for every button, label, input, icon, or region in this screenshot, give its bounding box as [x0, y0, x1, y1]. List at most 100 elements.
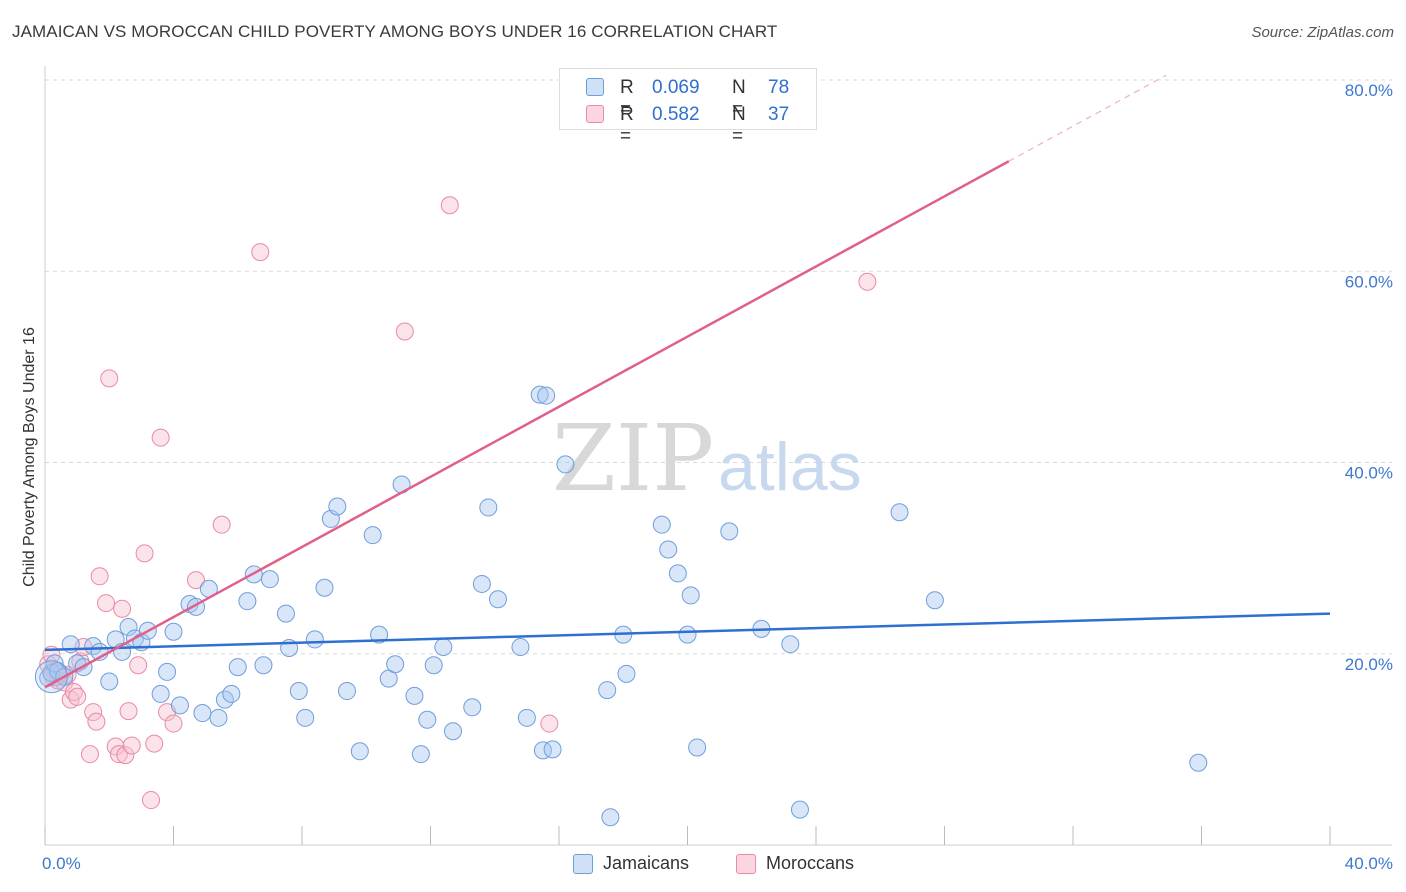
jamaican-point — [681, 586, 700, 605]
jamaicans-points — [34, 385, 1208, 827]
moroccan-point — [68, 687, 87, 706]
moroccan-point — [87, 712, 106, 731]
jamaicans-trend-line — [44, 612, 1331, 652]
jamaican-point — [170, 696, 189, 715]
jamaican-point — [790, 800, 809, 819]
jamaican-point — [434, 638, 453, 657]
jamaican-point — [289, 682, 308, 701]
jamaican-point — [678, 625, 697, 644]
y-tick-label: 60.0% — [1345, 272, 1393, 291]
moroccan-point — [142, 791, 161, 810]
jamaican-point — [296, 708, 315, 727]
jamaican-point — [598, 681, 617, 700]
legend-n-value: 37 — [768, 104, 790, 125]
jamaican-point — [328, 497, 347, 516]
jamaican-point — [659, 540, 678, 559]
jamaican-point — [617, 664, 636, 683]
legend-swatch-jamaicans — [573, 854, 593, 874]
jamaican-point — [517, 708, 536, 727]
jamaican-point — [781, 635, 800, 654]
jamaican-point — [556, 455, 575, 474]
jamaican-point — [363, 526, 382, 545]
legend-r-value: 0.582 — [652, 104, 700, 125]
jamaican-point — [668, 564, 687, 583]
moroccan-point — [80, 745, 99, 764]
legend-n-label: N = — [732, 77, 746, 120]
moroccan-point — [129, 656, 148, 675]
jamaican-point — [479, 498, 498, 517]
moroccan-point — [100, 369, 119, 388]
moroccan-point — [212, 515, 231, 534]
tick-labels: 20.0% 40.0% 60.0% 80.0% 0.0% 40.0% — [42, 81, 1393, 873]
jamaican-point — [386, 655, 405, 674]
jamaican-point — [119, 617, 138, 636]
watermark-zip: ZIP — [552, 405, 714, 512]
legend-r-label: R = — [620, 77, 634, 120]
jamaican-point — [254, 656, 273, 675]
jamaican-point — [100, 672, 119, 691]
jamaican-point — [530, 385, 549, 404]
legend-r-value: 0.069 — [652, 77, 700, 98]
x-tick-label: 40.0% — [1345, 854, 1393, 873]
legend-label-moroccans: Moroccans — [766, 853, 855, 873]
jamaican-point — [350, 742, 369, 761]
jamaican-point — [411, 745, 430, 764]
source-label: Source: ZipAtlas.com — [1251, 24, 1394, 41]
moroccan-point — [251, 243, 270, 262]
jamaican-point — [305, 630, 324, 649]
moroccan-point — [119, 702, 138, 721]
legend-swatch-moroccans — [586, 105, 604, 123]
moroccan-point — [116, 746, 135, 765]
jamaican-point — [688, 738, 707, 757]
jamaican-point — [209, 708, 228, 727]
moroccan-point — [145, 734, 164, 753]
moroccan-point — [395, 322, 414, 341]
jamaican-point — [424, 656, 443, 675]
y-tick-label: 40.0% — [1345, 464, 1393, 483]
moroccans-trend-line — [44, 160, 1010, 689]
jamaican-point — [511, 638, 530, 657]
jamaican-point — [1189, 753, 1208, 772]
moroccan-point — [64, 683, 83, 701]
jamaican-point — [652, 515, 671, 534]
legend-swatch-moroccans — [736, 854, 756, 874]
moroccan-point — [97, 594, 116, 613]
jamaican-point — [158, 662, 177, 681]
jamaican-point — [337, 682, 356, 701]
moroccan-point — [151, 428, 170, 447]
moroccan-point — [84, 703, 103, 722]
jamaican-point — [925, 591, 944, 610]
moroccan-point — [858, 272, 877, 291]
jamaican-point — [463, 698, 482, 717]
jamaican-point — [193, 704, 212, 723]
chart-title: JAMAICAN VS MOROCCAN CHILD POVERTY AMONG… — [12, 22, 778, 41]
jamaican-point — [533, 741, 552, 760]
jamaican-point — [537, 386, 556, 405]
jamaican-point — [720, 522, 739, 541]
jamaican-point — [151, 684, 170, 703]
jamaican-point — [418, 710, 437, 729]
watermark-atlas: atlas — [718, 429, 862, 505]
moroccan-point — [135, 544, 154, 563]
axes — [44, 66, 1392, 846]
jamaican-point — [315, 578, 334, 597]
legend-r-label: R = — [620, 104, 634, 147]
moroccan-point — [440, 196, 459, 215]
moroccan-point — [540, 714, 559, 733]
jamaican-point — [238, 592, 257, 611]
jamaican-point — [222, 684, 241, 703]
correlation-legend: R = 0.069 N = 78 R = 0.582 N = 37 — [559, 68, 817, 147]
jamaican-point — [601, 808, 620, 827]
jamaican-point — [405, 686, 424, 705]
moroccan-point — [113, 599, 132, 618]
jamaican-point — [260, 570, 279, 589]
legend-swatch-jamaicans — [586, 78, 604, 96]
legend-label-jamaicans: Jamaicans — [603, 853, 690, 873]
y-tick-label: 80.0% — [1345, 81, 1393, 100]
moroccan-point — [186, 571, 205, 590]
moroccan-point — [122, 736, 141, 755]
jamaican-point — [34, 660, 68, 694]
jamaican-point — [488, 590, 507, 609]
moroccan-point — [109, 745, 128, 764]
